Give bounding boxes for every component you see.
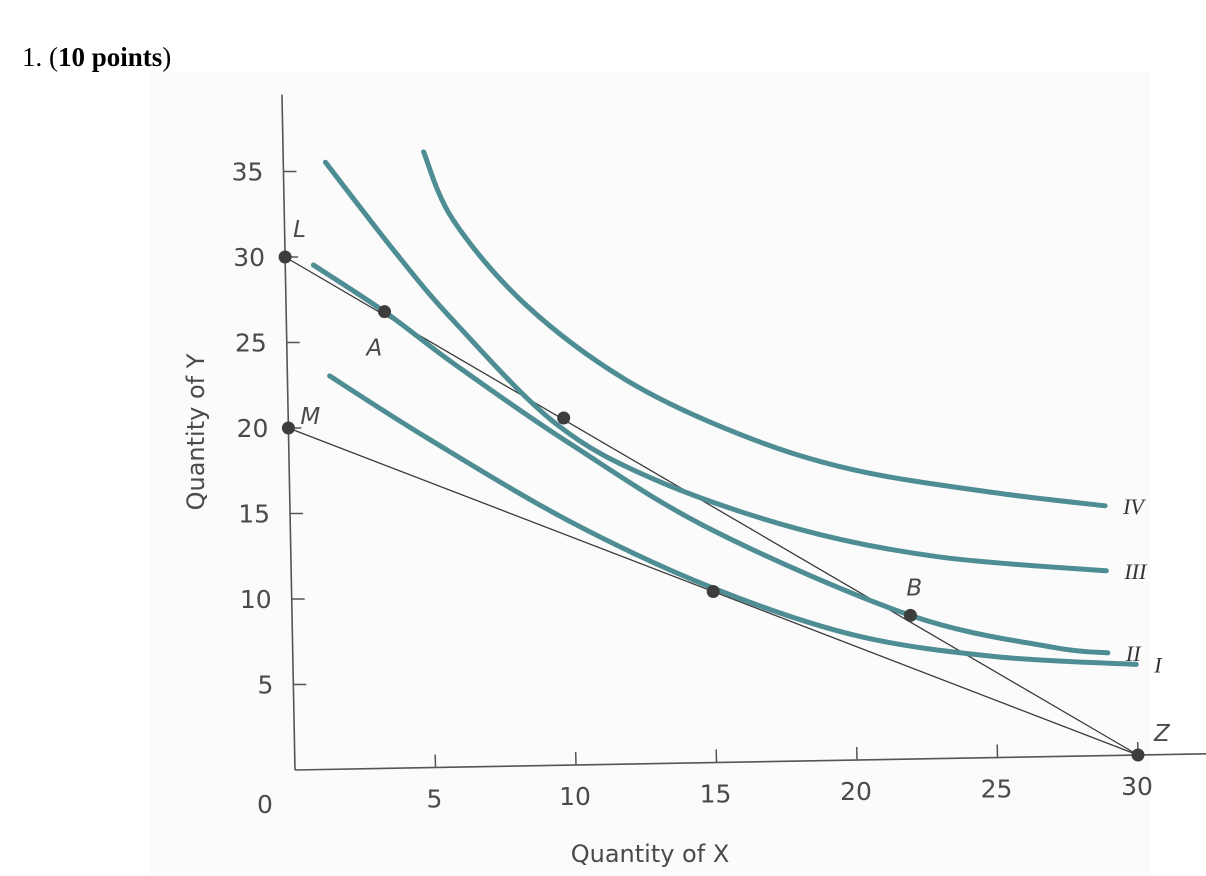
x-axis: [294, 752, 1206, 771]
x-tick-label: 30: [1121, 772, 1153, 801]
point-e: [706, 585, 720, 598]
point-label-a: A: [365, 336, 383, 362]
budget-line-lz: [284, 256, 1139, 756]
curve-label-ii: II: [1125, 641, 1142, 666]
y-axis-label: Quantity of Y: [182, 353, 210, 510]
x-tick-label: 5: [427, 785, 443, 814]
y-tick-label: 35: [232, 158, 264, 187]
x-tick-label: 25: [981, 775, 1013, 804]
y-tick-label: 5: [257, 671, 273, 700]
indifference-curve-iii: [322, 159, 1109, 574]
point-z: [1131, 748, 1145, 762]
point-l: [278, 250, 292, 264]
problem-number: 1. (: [22, 42, 58, 72]
chart-background: [150, 72, 1150, 876]
problem-heading-close: ): [162, 42, 172, 72]
x-tick-label: 10: [559, 782, 591, 811]
point-label-l: L: [293, 217, 306, 243]
ticks: 51015202530354051015202530350: [232, 158, 1153, 820]
point-b: [903, 608, 917, 622]
origin-label: 0: [257, 790, 273, 819]
point-label-m: M: [300, 404, 320, 430]
y-tick-label: 20: [237, 414, 269, 443]
y-tick-label: 25: [235, 329, 267, 358]
point-m: [281, 421, 295, 435]
curve-label-iv: IV: [1122, 494, 1146, 519]
y-tick-label: 10: [240, 585, 272, 614]
point-label-z: Z: [1153, 721, 1171, 747]
curve-label-iii: III: [1123, 559, 1148, 584]
x-tick-label: 15: [700, 780, 732, 809]
indifference-curve-ii: [310, 262, 1111, 656]
problem-points: 10 points: [58, 42, 163, 72]
point-a: [378, 305, 392, 319]
indifference-curves: [310, 149, 1139, 667]
points: [278, 250, 1145, 762]
x-axis-label: Quantity of X: [571, 840, 730, 868]
y-tick-label: 15: [238, 500, 270, 529]
curve-label-i: I: [1153, 652, 1163, 677]
y-tick-label: 30: [233, 243, 265, 272]
indifference-curve-iv: [421, 149, 1108, 509]
point-t: [557, 411, 571, 425]
point-label-b: B: [906, 575, 922, 601]
indifference-curve-i: [327, 373, 1139, 667]
problem-heading: 1. (10 points): [22, 42, 171, 73]
x-tick-label: 20: [840, 777, 872, 806]
